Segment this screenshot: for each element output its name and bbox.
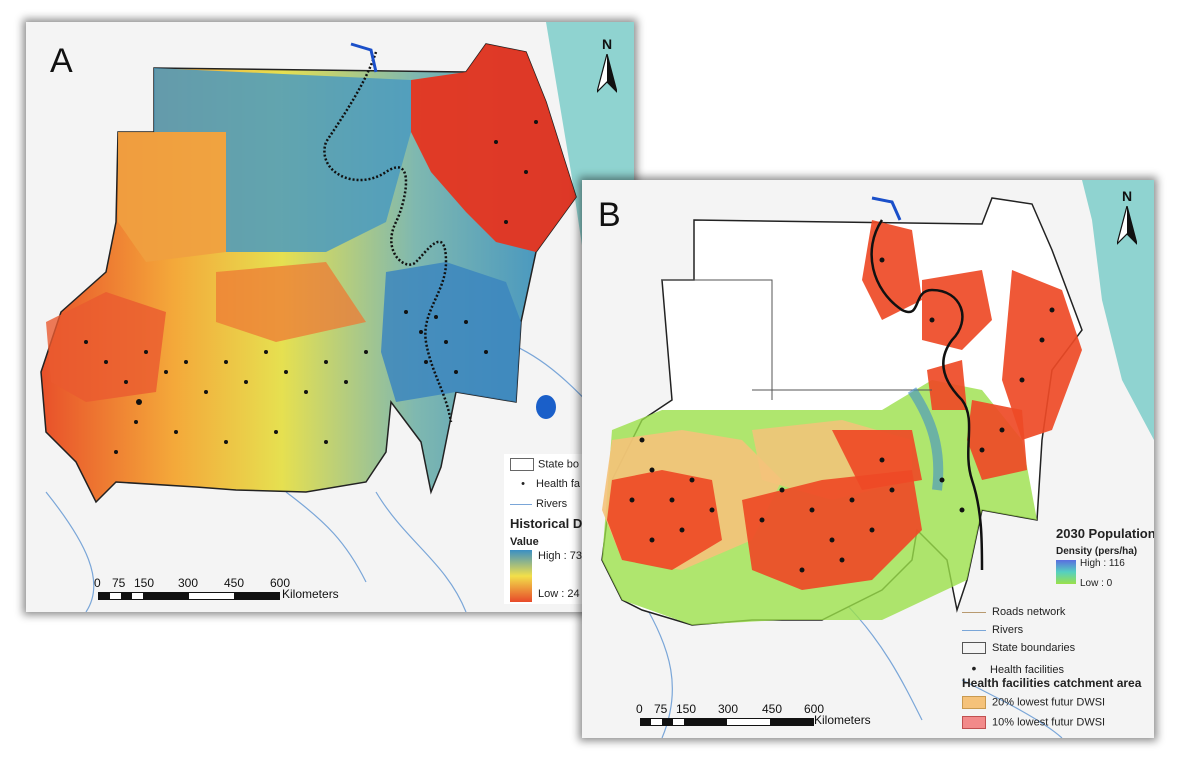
legend-b-low: Low : 0 xyxy=(1080,578,1113,589)
legend-b-dwsi20-text: 20% lowest futur DWSI xyxy=(992,696,1106,709)
north-arrow-icon xyxy=(597,54,617,93)
west-warm-zone xyxy=(118,132,226,262)
scale-a-tick-150: 150 xyxy=(134,576,155,590)
dot-icon: • xyxy=(971,660,977,676)
panel-a-letter: A xyxy=(50,42,73,80)
northeast-hot-zone xyxy=(411,44,576,252)
orange-swatch-icon xyxy=(962,696,986,709)
north-arrow-label-a: N xyxy=(602,36,613,52)
scale-a-bar xyxy=(98,592,280,600)
map-a-canvas xyxy=(26,22,634,612)
legend-a-title: Historical D xyxy=(510,516,583,531)
scale-b-unit: Kilometers xyxy=(814,713,871,727)
catchment-10-west xyxy=(607,470,722,570)
river-line-icon xyxy=(510,503,532,505)
north-arrow-icon xyxy=(1117,206,1137,245)
legend-a-health-facilities: • Health fa xyxy=(510,478,580,490)
catchment-10-southeast xyxy=(967,400,1027,480)
state-boundary-swatch-icon xyxy=(510,458,534,471)
river-lines xyxy=(45,341,627,612)
legend-b-health-facilities: • Health facilities xyxy=(962,660,1064,676)
legend-a-health-text: Health fa xyxy=(536,478,581,490)
khartoum-density-cluster xyxy=(907,387,944,491)
legend-b-state-text: State boundaries xyxy=(992,642,1076,654)
legend-b-dwsi10: 10% lowest futur DWSI xyxy=(962,716,1105,729)
southeast-cool-zone xyxy=(381,262,521,402)
legend-b-health-text: Health facilities xyxy=(990,664,1064,676)
scale-a-tick-600: 600 xyxy=(270,576,291,590)
road-line-icon xyxy=(962,611,986,613)
scale-b-bar xyxy=(640,718,814,726)
legend-b-rivers-text: Rivers xyxy=(992,624,1024,636)
dot-icon: • xyxy=(521,478,525,490)
legend-a-state-boundaries: State bo xyxy=(510,458,579,471)
scale-b-tick-150: 150 xyxy=(676,702,697,716)
southwest-hot-zone xyxy=(46,292,166,402)
legend-b-title: 2030 Population xyxy=(1056,526,1154,541)
legend-a-gradient xyxy=(510,550,532,602)
legend-a-high: High : 73 xyxy=(538,550,583,562)
catchment-10-north xyxy=(862,220,922,320)
map-panel-a: A N State bo • Health fa Rivers Historica… xyxy=(26,22,634,612)
state-boundary-swatch-icon xyxy=(962,642,986,655)
health-facility-points xyxy=(84,120,538,454)
scale-a-unit: Kilometers xyxy=(282,587,339,601)
scale-b-tick-600: 600 xyxy=(804,702,825,716)
scale-a-tick-450: 450 xyxy=(224,576,245,590)
panel-b-letter: B xyxy=(598,196,621,234)
catchment-10-south xyxy=(742,470,922,590)
catchment-10-central xyxy=(832,430,922,490)
legend-b-dwsi20: 20% lowest futur DWSI xyxy=(962,696,1105,709)
river-line-icon xyxy=(962,629,986,631)
legend-a-rivers-text: Rivers xyxy=(536,498,568,510)
nile-line-b xyxy=(870,219,984,571)
map-b-canvas xyxy=(582,180,1154,738)
map-panel-b: B N 2030 Population Density (pers/ha) Hi… xyxy=(582,180,1154,738)
legend-b-density-label: Density (pers/ha) xyxy=(1056,546,1138,557)
catchment-10-mid xyxy=(927,360,967,410)
legend-b-catchment-title: Health facilities catchment area xyxy=(962,676,1142,690)
catchment-10-east xyxy=(1002,270,1082,440)
legend-b-gradient xyxy=(1056,560,1076,584)
health-facility-points-b xyxy=(629,257,1055,573)
legend-b-roads: Roads network xyxy=(962,606,1065,618)
legend-b-high: High : 116 xyxy=(1080,558,1125,569)
lake-nasser xyxy=(350,42,378,73)
legend-a-value-label: Value xyxy=(510,536,539,548)
scale-b-tick-0: 0 xyxy=(636,702,643,716)
scale-b-tick-300: 300 xyxy=(718,702,739,716)
legend-b: 2030 Population Density (pers/ha) High :… xyxy=(962,526,1154,736)
legend-b-roads-text: Roads network xyxy=(992,606,1066,618)
north-cool-zone xyxy=(154,68,411,252)
lake-nasser-b xyxy=(871,196,902,221)
legend-b-state-boundaries: State boundaries xyxy=(962,642,1076,655)
legend-a-rivers: Rivers xyxy=(510,498,567,510)
scale-b-tick-450: 450 xyxy=(762,702,783,716)
lake-tana xyxy=(536,395,556,419)
scale-a-tick-300: 300 xyxy=(178,576,199,590)
state-boundaries-b xyxy=(662,279,932,400)
north-arrow-label-b: N xyxy=(1122,188,1133,204)
central-warm-zone xyxy=(216,262,366,342)
scale-a-tick-0: 0 xyxy=(94,576,101,590)
scale-b-tick-75: 75 xyxy=(654,702,668,716)
legend-a-state-text: State bo xyxy=(538,458,579,471)
nile-facilities-line xyxy=(323,51,453,423)
scale-a-tick-75: 75 xyxy=(112,576,126,590)
legend-b-rivers: Rivers xyxy=(962,624,1023,636)
legend-a-low: Low : 24 xyxy=(538,588,580,600)
legend-b-dwsi10-text: 10% lowest futur DWSI xyxy=(992,716,1106,729)
red-sea-b xyxy=(1082,180,1154,440)
pink-swatch-icon xyxy=(962,716,986,729)
